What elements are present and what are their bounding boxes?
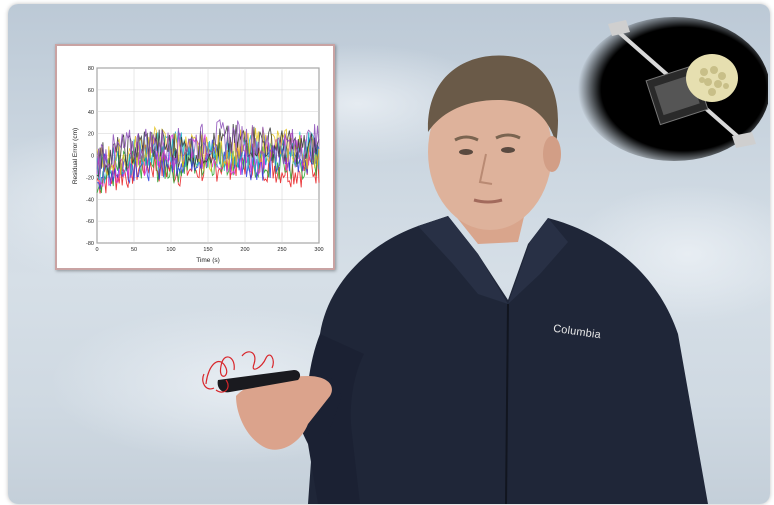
series-line <box>96 123 320 178</box>
y-tick-label: -80 <box>86 241 94 247</box>
x-tick-label: 300 <box>314 247 323 253</box>
residual-error-chart: 0 50 100 150 200 250 300 806040200-20-40-60-80… <box>72 66 324 264</box>
x-tick-label: 200 <box>240 247 249 253</box>
y-axis-label: Residual Error (cm) <box>72 128 79 184</box>
satellite-image <box>578 17 768 161</box>
series-line <box>96 130 320 184</box>
person <box>217 55 708 504</box>
x-ticks: 0 50 100 150 200 250 300 <box>95 247 323 253</box>
y-tick-label: -20 <box>86 175 94 181</box>
x-axis-label: Time (s) <box>196 257 220 264</box>
x-tick-label: 250 <box>277 247 286 253</box>
series-group <box>96 119 320 194</box>
y-tick-label: 40 <box>88 110 94 116</box>
y-ticks: 80 60 40 20 0 -20 -40 -60 -80 <box>86 66 94 247</box>
x-tick-label: 50 <box>131 247 137 253</box>
y-tick-label: -60 <box>86 219 94 225</box>
y-tick-label: 80 <box>88 66 94 72</box>
y-tick-label: 0 <box>91 154 94 160</box>
y-tick-label: -40 <box>86 197 94 203</box>
y-tick-label: 20 <box>88 132 94 138</box>
x-tick-label: 0 <box>95 247 98 253</box>
x-tick-label: 150 <box>203 247 212 253</box>
inset-chart: 0 50 100 150 200 250 300 80 60 40 20 0 -20 -40 -60 -80… <box>55 44 335 270</box>
position-trace <box>202 351 274 393</box>
photo: Columbia <box>8 4 770 504</box>
series-line <box>96 119 320 175</box>
x-tick-label: 100 <box>166 247 175 253</box>
y-tick-label: 60 <box>88 88 94 94</box>
